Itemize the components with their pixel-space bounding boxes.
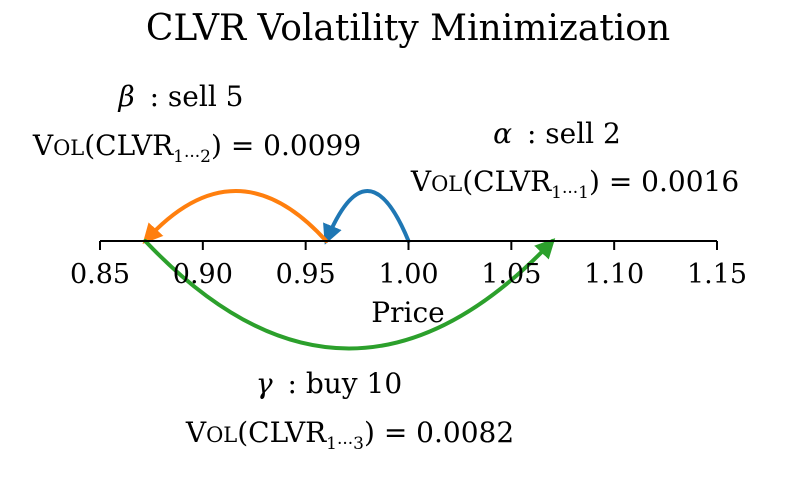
axis-tick-label: 0.85	[70, 259, 130, 290]
alpha-vol-prefix-first: V	[410, 165, 432, 198]
beta-vol-sub: 1···2	[173, 147, 211, 167]
gamma-action: : buy 10	[288, 367, 403, 400]
beta-vol-prefix-rest: OL	[53, 136, 84, 160]
gamma-vol-prefix-first: V	[185, 416, 207, 449]
gamma-action-label: γ : buy 10	[256, 367, 402, 400]
alpha-vol-func: (CLVR	[462, 165, 552, 198]
gamma-vol-value: ) = 0.0082	[364, 416, 514, 449]
arc-alpha	[323, 189, 411, 245]
axis-tick-label: 1.15	[687, 259, 747, 290]
alpha-symbol: α	[493, 117, 512, 150]
price-axis-ticks: 0.85 0.90 0.95 1.00 1.05 1.10 1.15	[70, 241, 747, 290]
alpha-volatility-label: VOL(CLVR1···1) = 0.0016	[410, 165, 739, 203]
beta-vol-value: ) = 0.0099	[211, 129, 361, 162]
arc-beta	[142, 189, 329, 244]
gamma-vol-prefix-rest: OL	[206, 423, 237, 447]
alpha-action-label: α : sell 2	[493, 117, 621, 150]
axis-tick-label: 1.00	[378, 259, 438, 290]
trade-arcs	[142, 189, 556, 351]
beta-symbol: β	[118, 80, 135, 113]
gamma-symbol: γ	[256, 367, 273, 400]
diagram-title: CLVR Volatility Minimization	[146, 8, 670, 49]
beta-volatility-label: VOL(CLVR1···2) = 0.0099	[32, 129, 361, 167]
axis-tick-label: 0.90	[173, 259, 233, 290]
price-axis-label: Price	[371, 296, 444, 329]
alpha-vol-value: ) = 0.0016	[589, 165, 739, 198]
alpha-action: : sell 2	[527, 117, 621, 150]
gamma-vol-sub: 1···3	[326, 434, 364, 454]
axis-tick-label: 1.10	[584, 259, 644, 290]
axis-tick-label: 0.95	[276, 259, 336, 290]
alpha-vol-sub: 1···1	[551, 183, 589, 203]
beta-action-label: β : sell 5	[118, 80, 244, 113]
beta-vol-prefix-first: V	[32, 129, 54, 162]
beta-action: : sell 5	[150, 80, 244, 113]
alpha-vol-prefix-rest: OL	[431, 172, 462, 196]
gamma-volatility-label: VOL(CLVR1···3) = 0.0082	[185, 416, 514, 454]
beta-vol-func: (CLVR	[84, 129, 174, 162]
arc-gamma	[143, 238, 556, 351]
axis-tick-label: 1.05	[481, 259, 541, 290]
gamma-vol-func: (CLVR	[237, 416, 327, 449]
